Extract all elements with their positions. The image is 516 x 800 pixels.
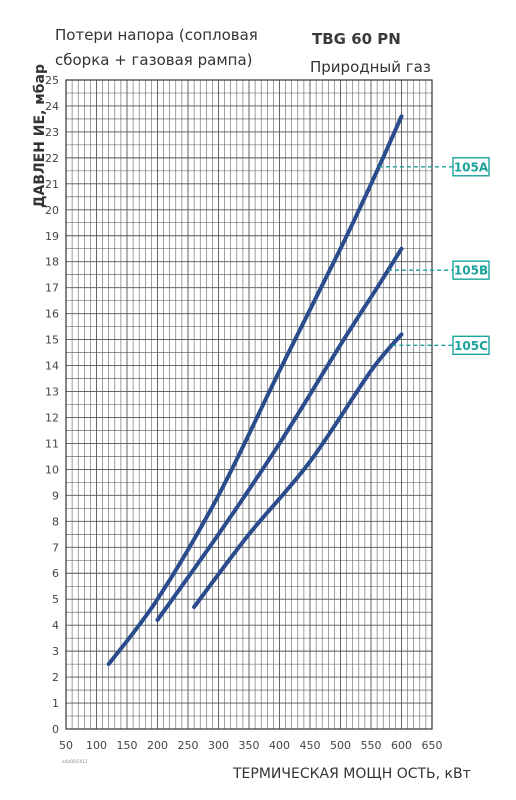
- y-tick-label: 4: [52, 619, 59, 632]
- x-tick-label: 550: [361, 739, 382, 752]
- y-axis-label: ДАВЛЕН ИЕ, мбар: [32, 64, 48, 208]
- curve-markers: 105A 105B 105C: [378, 157, 490, 356]
- y-tick-label: 14: [45, 360, 59, 373]
- x-tick-label: 300: [208, 739, 229, 752]
- y-tick-label: 19: [45, 230, 59, 243]
- y-tick-label: 7: [52, 541, 59, 554]
- y-tick-label: 18: [45, 256, 59, 269]
- y-tick-label: 20: [45, 204, 59, 217]
- x-tick-label: 650: [422, 739, 443, 752]
- marker-label-105C: 105C: [454, 339, 488, 353]
- curve-105C: [192, 332, 404, 609]
- y-tick-label: 3: [52, 645, 59, 658]
- marker-box-105C: [452, 335, 490, 356]
- axis-ticks: 0123456789101112131415161718192021222324…: [45, 74, 443, 752]
- marker-label-105A: 105A: [454, 160, 489, 174]
- edition-footnote: edizD9/2012: [62, 759, 88, 764]
- y-tick-label: 5: [52, 593, 59, 606]
- x-tick-label: 350: [239, 739, 260, 752]
- marker-box-105B: [452, 260, 490, 280]
- model-title: TBG 60 PN: [312, 30, 401, 48]
- y-tick-label: 12: [45, 411, 59, 424]
- y-tick-label: 23: [45, 126, 59, 139]
- y-tick-label: 17: [45, 282, 59, 295]
- x-tick-label: 100: [86, 739, 107, 752]
- x-axis-label: ТЕРМИЧЕСКАЯ МОЩН ОСТЬ, кВт: [232, 766, 471, 782]
- curve-105A: [106, 114, 404, 667]
- x-tick-label: 400: [269, 739, 290, 752]
- plot-frame: [65, 79, 433, 730]
- y-tick-label: 10: [45, 463, 59, 476]
- y-tick-label: 25: [45, 74, 59, 87]
- x-tick-label: 500: [330, 739, 351, 752]
- y-tick-label: 8: [52, 515, 59, 528]
- y-tick-label: 15: [45, 334, 59, 347]
- y-tick-label: 21: [45, 178, 59, 191]
- y-tick-label: 13: [45, 386, 59, 399]
- gas-type-label: Природный газ: [310, 58, 431, 76]
- x-tick-label: 50: [59, 739, 73, 752]
- header-note-line-2: сборка + газовая рампа): [55, 51, 252, 69]
- pressure-curves: [106, 114, 404, 667]
- marker-label-105B: 105B: [454, 264, 488, 278]
- x-tick-label: 600: [391, 739, 412, 752]
- grid: [65, 79, 433, 730]
- x-tick-label: 450: [300, 739, 321, 752]
- y-tick-label: 2: [52, 671, 59, 684]
- y-tick-label: 16: [45, 308, 59, 321]
- y-tick-label: 0: [52, 723, 59, 736]
- y-tick-label: 22: [45, 152, 59, 165]
- y-tick-label: 1: [52, 697, 59, 710]
- y-tick-label: 11: [45, 437, 59, 450]
- x-tick-label: 250: [178, 739, 199, 752]
- header-note-line-1: Потери напора (сопловая: [55, 26, 258, 44]
- x-tick-label: 150: [117, 739, 138, 752]
- marker-box-105A: [452, 157, 490, 177]
- y-tick-label: 9: [52, 489, 59, 502]
- curve-105B: [155, 246, 404, 622]
- y-tick-label: 24: [45, 100, 59, 113]
- y-tick-label: 6: [52, 567, 59, 580]
- x-tick-label: 200: [147, 739, 168, 752]
